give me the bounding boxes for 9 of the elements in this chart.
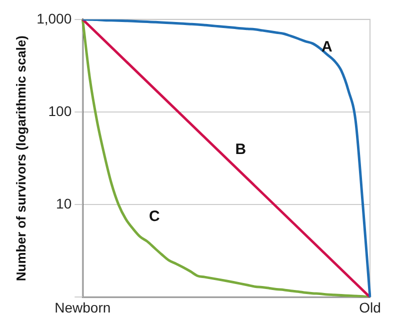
y-tick-label: 10 [56, 195, 72, 212]
x-tick-label: Old [359, 299, 381, 316]
y-tick-label: 1,000 [36, 10, 72, 26]
y-tick-label: 100 [48, 102, 72, 119]
y-axis-title: Number of survivors (logarithmic scale) [13, 35, 28, 282]
annotation: C [149, 208, 160, 225]
annotation: A [321, 38, 332, 56]
annotation: B [235, 141, 246, 158]
x-tick-label: Newborn [54, 299, 111, 316]
